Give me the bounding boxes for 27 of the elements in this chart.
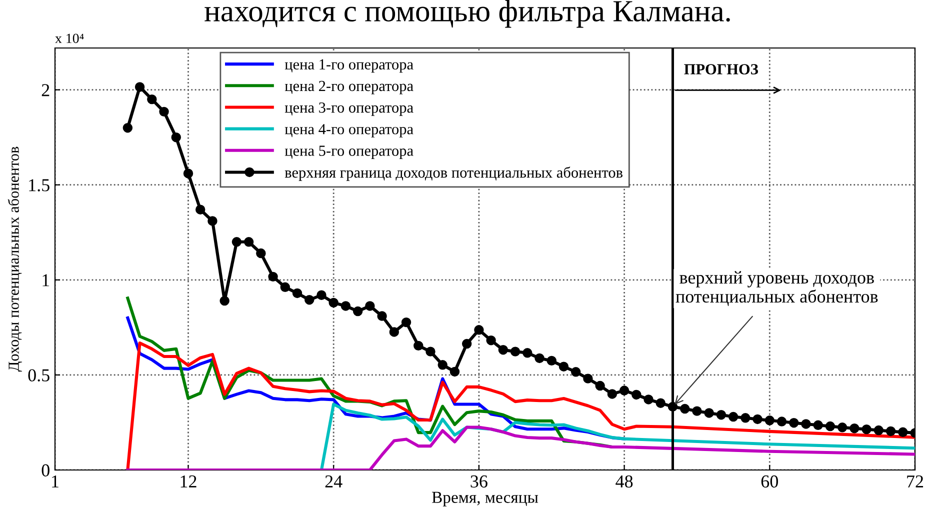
y-tick-label: 0.5 bbox=[28, 369, 50, 382]
y-tick-label: 1.5 bbox=[29, 179, 50, 192]
x-tick-label: 24 bbox=[325, 475, 342, 488]
x-tick-label: 12 bbox=[180, 475, 196, 488]
legend-label: цена 3-го оператора bbox=[284, 102, 414, 116]
x-axis-title: Время, месяцы bbox=[432, 492, 538, 506]
y-tick-label: 2 bbox=[42, 84, 50, 96]
text: x 10⁴ bbox=[55, 34, 84, 44]
legend-label: цена 1-го оператора bbox=[284, 59, 414, 73]
x-tick-label: 1 bbox=[52, 475, 58, 488]
legend-label: цена 2-го оператора bbox=[284, 80, 414, 94]
line-series bbox=[126, 341, 915, 470]
chart-title: находится с помощью фильтра Калмана. bbox=[204, 0, 730, 28]
legend-label: цена 4-го оператора bbox=[284, 124, 414, 138]
legend-label: верхняя граница доходов потенциальных абонентов bbox=[284, 166, 623, 181]
x-tick-label: 60 bbox=[761, 475, 778, 488]
ref-line-label: ПРОГНОЗ bbox=[684, 64, 758, 74]
line-series bbox=[320, 402, 915, 470]
annotation: верхний уровень доходов потенциальных абонентов bbox=[676, 271, 878, 306]
x-tick-label: 48 bbox=[616, 475, 633, 488]
x-tick-label: 36 bbox=[470, 475, 488, 488]
y-tick-label: 1 bbox=[42, 274, 50, 286]
legend-label: цена 5-го оператора bbox=[284, 146, 414, 159]
y-axis-title: Доходы потенциальных абонентов bbox=[8, 146, 22, 372]
line-series bbox=[126, 426, 915, 470]
y-tick-label: 0 bbox=[42, 464, 50, 476]
x-tick-label: 72 bbox=[907, 475, 924, 488]
